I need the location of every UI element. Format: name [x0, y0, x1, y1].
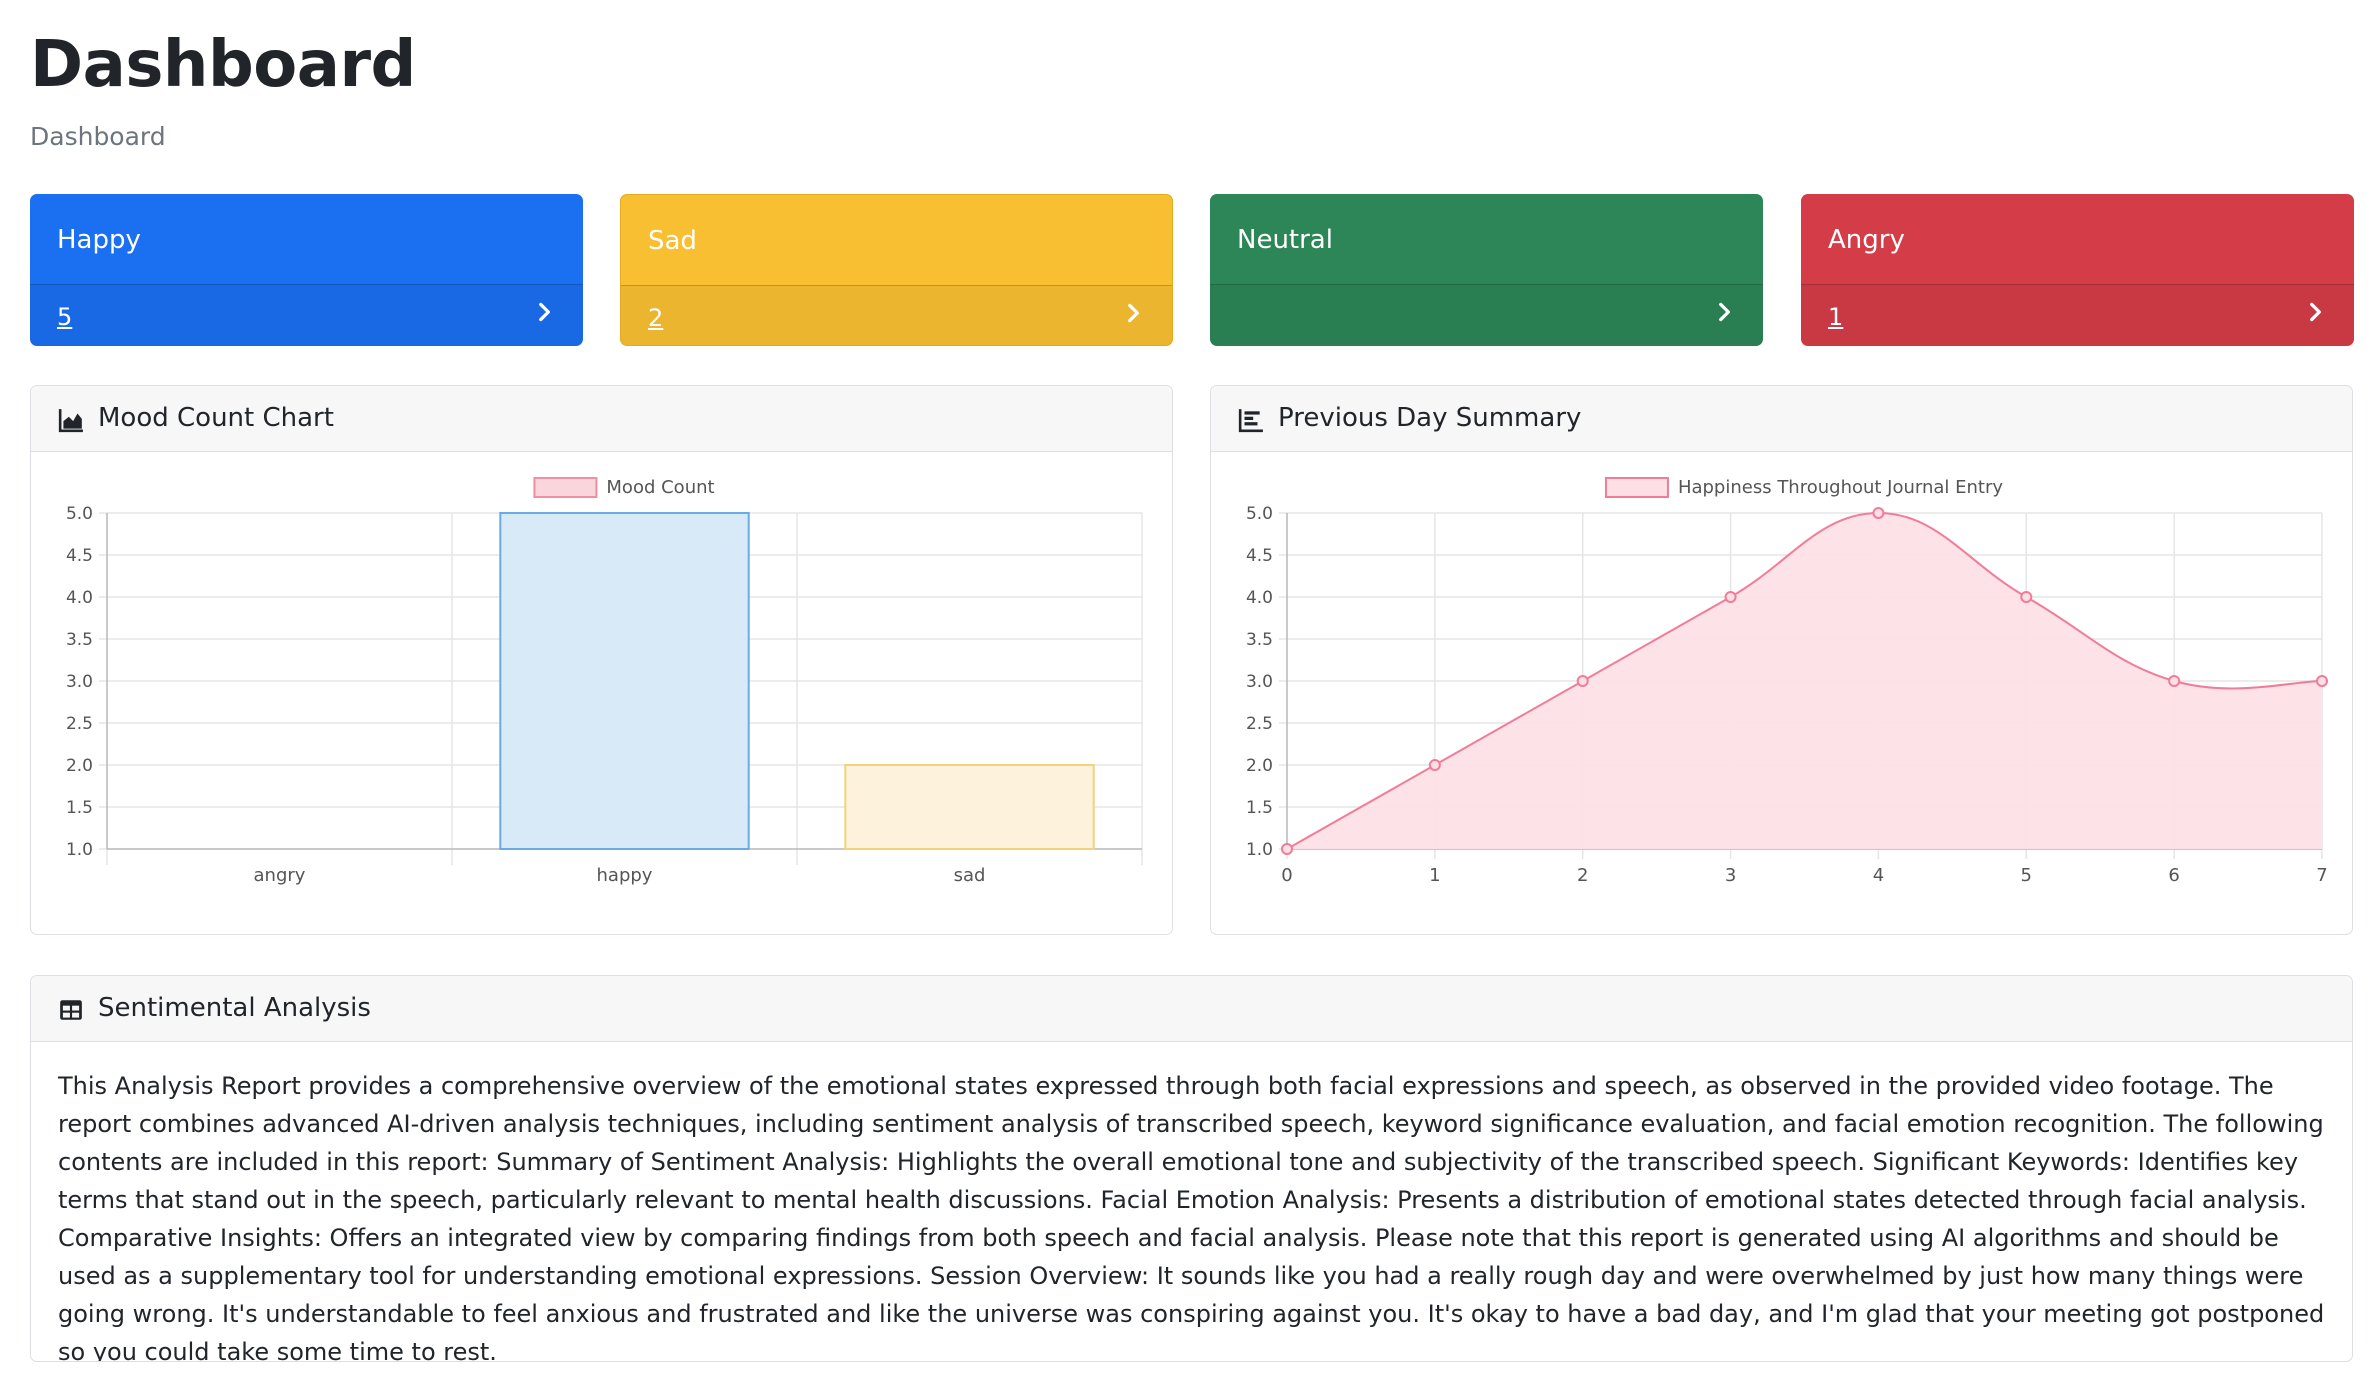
x-tick-label: 1 [1429, 865, 1440, 886]
sad-card-label: Sad [648, 226, 697, 256]
page-title: Dashboard [30, 28, 416, 102]
x-tick-label: 5 [2021, 865, 2032, 886]
y-tick-label: 3.5 [66, 630, 93, 650]
neutral-card-footer[interactable] [1210, 284, 1763, 346]
x-tick-label: 3 [1725, 865, 1736, 886]
area-fill [1287, 513, 2322, 849]
previous-day-title: Previous Day Summary [1278, 403, 1582, 433]
y-tick-label: 1.5 [66, 798, 93, 818]
x-tick-label: 6 [2168, 865, 2179, 886]
sad-count-link[interactable]: 2 [648, 304, 664, 332]
chevron-right-icon[interactable] [1120, 300, 1146, 326]
series-line [1286, 511, 2323, 850]
y-tick-label: 2.5 [66, 714, 93, 734]
x-tick-label: 4 [1873, 865, 1884, 886]
angry-count-link[interactable]: 1 [1828, 303, 1844, 331]
area-chart-icon [58, 409, 83, 433]
y-tick-label: 1.0 [1246, 840, 1273, 860]
y-tick-label: 4.5 [1246, 546, 1273, 566]
angry-card-footer[interactable]: 1 [1801, 284, 2354, 346]
y-tick-label: 1.5 [1246, 798, 1273, 818]
x-tick-label: 7 [2316, 865, 2327, 886]
x-tick-label: 2 [1577, 865, 1588, 886]
mood-count-panel: Mood Count Chart 5.0 4.5 4.0 3.5 3.0 2.5 2.0 1.… [30, 385, 1173, 935]
angry-card: Angry 1 [1801, 194, 2354, 346]
x-tick-label: angry [254, 865, 306, 886]
y-tick-label: 2.5 [1246, 714, 1273, 734]
happy-card-label: Happy [57, 225, 141, 255]
y-tick-label: 1.0 [66, 840, 93, 860]
y-tick-label: 4.0 [1246, 588, 1273, 608]
y-tick-label: 3.0 [66, 672, 93, 692]
y-tick-label: 2.0 [1246, 756, 1273, 776]
table-icon [60, 1000, 82, 1020]
angry-card-label: Angry [1828, 225, 1905, 255]
data-point-6 [2168, 675, 2181, 687]
mood-count-header: Mood Count Chart [31, 386, 1172, 452]
analysis-text: This Analysis Report provides a comprehe… [58, 1072, 2325, 1362]
sad-card: Sad 2 [620, 194, 1173, 346]
legend-label: Happiness Throughout Journal Entry [1678, 477, 2003, 498]
y-tick-label: 5.0 [1246, 504, 1273, 524]
legend-label: Mood Count [606, 477, 714, 498]
x-tick-label: 0 [1281, 865, 1292, 886]
happiness-chart: 5.0 4.5 4.0 3.5 3.0 2.5 2.0 1.5 1.0 Happiness Thr… [1246, 477, 2328, 886]
sentiment-header: Sentimental Analysis [31, 976, 2352, 1042]
mood-count-title: Mood Count Chart [98, 403, 334, 433]
neutral-card: Neutral [1210, 194, 1763, 346]
legend-swatch [1604, 477, 1669, 498]
happy-card-footer[interactable]: 5 [30, 284, 583, 346]
bar-chart-icon [1238, 409, 1263, 433]
data-point-0 [1281, 843, 1293, 855]
data-point-7 [2316, 675, 2328, 687]
y-tick-label: 3.5 [1246, 630, 1273, 650]
legend-swatch [533, 477, 598, 498]
chevron-right-icon[interactable] [1711, 299, 1737, 325]
happy-card: Happy 5 [30, 194, 583, 346]
data-point-1 [1428, 759, 1441, 771]
chevron-right-icon[interactable] [531, 299, 557, 325]
neutral-card-label: Neutral [1237, 225, 1333, 255]
chevron-right-icon[interactable] [2302, 299, 2328, 325]
x-tick-label: happy [597, 865, 653, 886]
data-point-5 [2020, 591, 2033, 603]
y-tick-label: 5.0 [66, 504, 93, 524]
y-tick-label: 4.0 [66, 588, 93, 608]
data-point-3 [1724, 591, 1737, 603]
y-tick-label: 2.0 [66, 756, 93, 776]
y-tick-label: 3.0 [1246, 672, 1273, 692]
data-point-4 [1872, 507, 1885, 519]
previous-day-panel: Previous Day Summary 5.0 4.5 4.0 3.5 3.0 2.5 2… [1210, 385, 2353, 935]
data-point-2 [1576, 675, 1589, 687]
previous-day-header: Previous Day Summary [1211, 386, 2352, 452]
y-tick-label: 4.5 [66, 546, 93, 566]
happy-count-link[interactable]: 5 [57, 303, 73, 331]
sad-card-footer[interactable]: 2 [621, 285, 1172, 345]
bar-sad [844, 764, 1095, 850]
mood-count-chart: 5.0 4.5 4.0 3.5 3.0 2.5 2.0 1.5 1.0 Mood Count ang… [66, 477, 1143, 886]
breadcrumb: Dashboard [30, 122, 166, 151]
sentiment-panel: Sentimental Analysis This Analysis Repor… [30, 975, 2353, 1362]
bar-happy [499, 512, 750, 850]
x-tick-label: sad [954, 865, 986, 886]
sentiment-title: Sentimental Analysis [98, 993, 371, 1023]
